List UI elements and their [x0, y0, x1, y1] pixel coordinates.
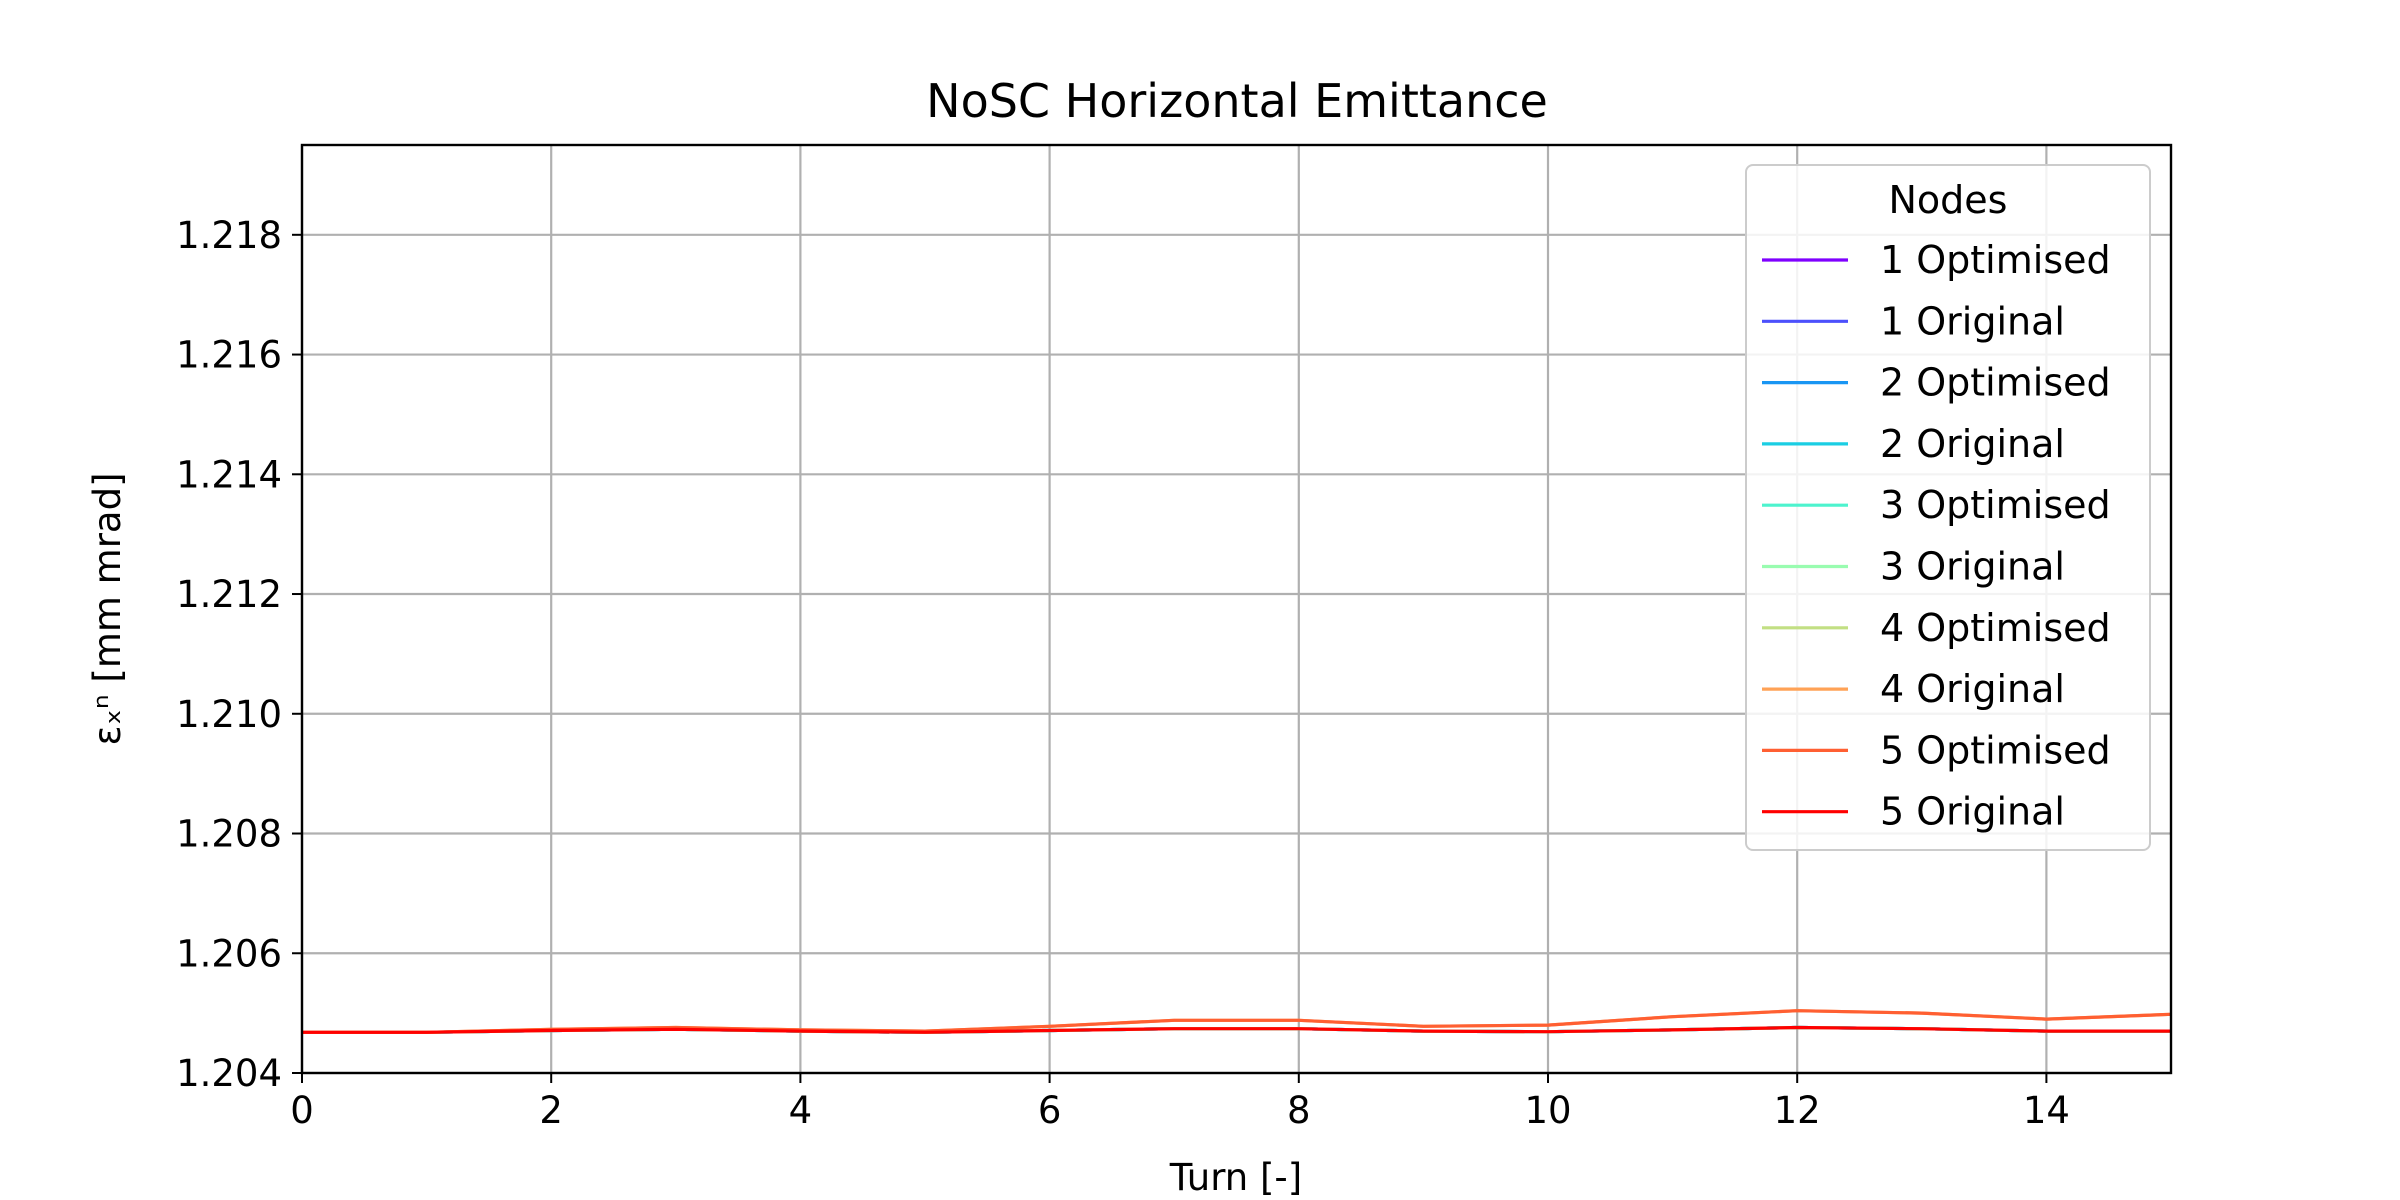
x-tick-label: 2: [539, 1089, 563, 1132]
y-tick-label: 1.208: [176, 813, 282, 856]
legend-title: Nodes: [1889, 178, 2008, 222]
x-axis-label: Turn [-]: [1169, 1156, 1302, 1199]
legend: Nodes 1 Optimised 1 Original 2 Optimised 2 …: [1745, 164, 2151, 851]
x-tick-label: 0: [290, 1089, 314, 1132]
legend-entry-label: 1 Optimised: [1880, 238, 2111, 282]
x-axis: 0 2 4 6 8 10 12 14: [290, 1073, 2070, 1132]
legend-box: [1745, 164, 2151, 851]
y-tick-label: 1.216: [176, 334, 282, 377]
legend-entry-label: 2 Original: [1880, 422, 2065, 466]
legend-entry-label: 5 Original: [1880, 790, 2065, 834]
y-tick-label: 1.204: [176, 1052, 282, 1095]
y-tick-label: 1.210: [176, 693, 282, 736]
chart-title: NoSC Horizontal Emittance: [926, 74, 1548, 128]
legend-entry-label: 3 Optimised: [1880, 483, 2111, 527]
legend-entry-label: 4 Optimised: [1880, 606, 2111, 650]
legend-entry-label: 4 Original: [1880, 667, 2065, 711]
x-tick-label: 8: [1287, 1089, 1311, 1132]
y-axis-label: εₓⁿ [mm mrad]: [86, 472, 129, 745]
x-tick-label: 14: [2023, 1089, 2070, 1132]
x-tick-label: 12: [1774, 1089, 1821, 1132]
series-line-10: [302, 1025, 2171, 1034]
x-tick-label: 10: [1524, 1089, 1571, 1132]
plot-frame: [300, 143, 2173, 1075]
x-tick-label: 4: [789, 1089, 813, 1132]
series-lines: [302, 1009, 2171, 1034]
y-tick-label: 1.212: [176, 573, 282, 616]
legend-entry-label: 2 Optimised: [1880, 361, 2111, 405]
legend-entry-label: 5 Optimised: [1880, 728, 2111, 772]
y-tick-label: 1.206: [176, 932, 282, 975]
y-tick-label: 1.218: [176, 214, 282, 257]
legend-entry-label: 3 Original: [1880, 545, 2065, 589]
y-tick-label: 1.214: [176, 453, 282, 496]
legend-entry-label: 1 Original: [1880, 299, 2065, 343]
y-axis: 1.204 1.206 1.208 1.210 1.212 1.214 1.216 1.218: [176, 214, 302, 1095]
x-tick-label: 6: [1038, 1089, 1062, 1132]
